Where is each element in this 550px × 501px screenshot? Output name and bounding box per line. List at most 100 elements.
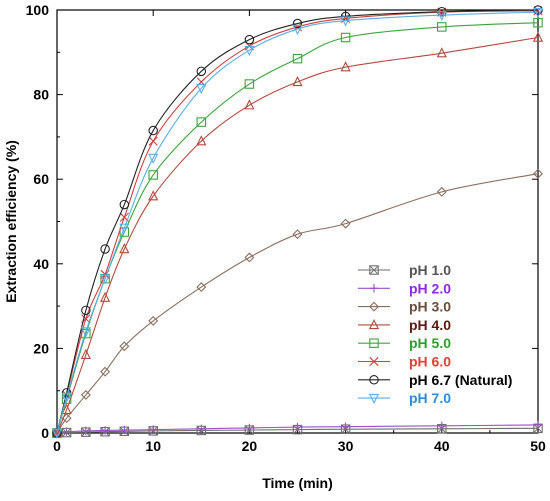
data-point [119,341,130,352]
legend-item: pH 3.0 [358,299,451,315]
x-tick-label: 50 [530,438,546,454]
series-line [56,22,539,434]
data-point [533,168,543,179]
data-point [61,403,72,414]
y-tick-label: 20 [33,340,49,356]
data-point [100,274,111,285]
y-tick-label: 0 [41,425,49,441]
series-line [56,173,539,434]
y-tick-label: 100 [26,2,50,18]
data-point [119,243,130,254]
legend-item: pH 1.0 [358,262,451,278]
data-point [533,420,543,430]
y-axis-title: Extraction efficiency (%) [3,140,19,303]
data-point [100,366,111,377]
data-point [244,45,255,57]
data-point [80,389,91,400]
series-ph-4-0 [51,31,544,438]
data-point [292,24,303,35]
x-tick-label: 10 [145,438,161,454]
data-point [340,32,351,43]
data-point [100,244,110,254]
y-tick-label: 40 [33,256,49,272]
data-point [148,125,158,136]
data-point [81,305,91,316]
data-point [532,31,544,42]
data-point [148,190,159,201]
x-tick-label: 0 [53,438,61,454]
data-point [533,17,543,28]
legend-label: pH 7.0 [409,390,451,406]
legend-label: pH 3.0 [409,299,451,315]
data-point [244,79,255,89]
legend-label: pH 6.7 (Natural) [409,372,512,388]
data-point [533,5,543,15]
data-point [245,423,254,433]
data-point [341,422,350,431]
legend-item: pH 7.0 [358,390,451,406]
y-tick-label: 60 [33,171,49,187]
data-point [51,428,63,439]
data-point-legend [369,284,379,293]
data-point [292,75,303,87]
data-point-legend [369,265,379,275]
data-point [340,61,351,72]
data-point [148,136,158,146]
legend-label: pH 4.0 [409,317,451,333]
data-point [532,7,544,19]
data-point [436,47,447,58]
data-point [100,291,111,302]
legend-label: pH 2.0 [409,280,451,296]
data-point-legend [369,375,379,385]
legend-item: pH 6.0 [358,354,451,370]
data-point [196,84,207,95]
data-point [437,421,446,431]
data-point [292,18,303,29]
series-ph-3-0 [52,168,543,438]
data-point [244,252,255,263]
data-point-legend [369,301,379,312]
data-point [120,425,129,435]
legend-label: pH 1.0 [409,262,451,278]
legend-item: pH 6.7 (Natural) [358,372,512,388]
series-ph-7-0 [51,7,544,439]
data-point-legend [368,393,380,405]
data-point [148,170,158,180]
data-point [62,427,71,436]
data-point [340,218,351,229]
data-point [197,424,206,433]
data-point-legend [369,338,379,348]
data-point [196,135,207,146]
data-point-legend [368,318,380,330]
data-point [436,186,447,197]
series-line [56,9,539,434]
x-tick-label: 20 [242,438,258,454]
data-point [244,34,255,45]
data-point [196,66,207,77]
series-line [56,10,539,434]
data-point [119,199,130,210]
data-point [244,99,255,110]
data-point [81,426,91,436]
legend-item: pH 5.0 [358,335,451,351]
x-axis-title: Time (min) [262,475,333,491]
x-tick-label: 30 [338,438,354,454]
data-point [149,425,158,434]
legend: pH 1.0 pH 2.0 pH 3.0 pH 4.0 pH 5.0 pH 6.0 pH 6… [358,262,512,406]
data-point [293,422,302,432]
legend-label: pH 5.0 [409,335,451,351]
legend-item: pH 4.0 [358,317,451,333]
data-point [148,315,159,326]
legend-label: pH 6.0 [409,354,451,370]
data-point [292,53,303,64]
legend-item: pH 2.0 [358,280,451,296]
data-point [292,229,303,240]
series-group [51,5,544,439]
data-point [119,223,130,234]
data-point [196,117,207,127]
data-point [340,16,351,27]
y-tick-label: 80 [33,87,49,103]
x-tick-label: 40 [434,438,450,454]
